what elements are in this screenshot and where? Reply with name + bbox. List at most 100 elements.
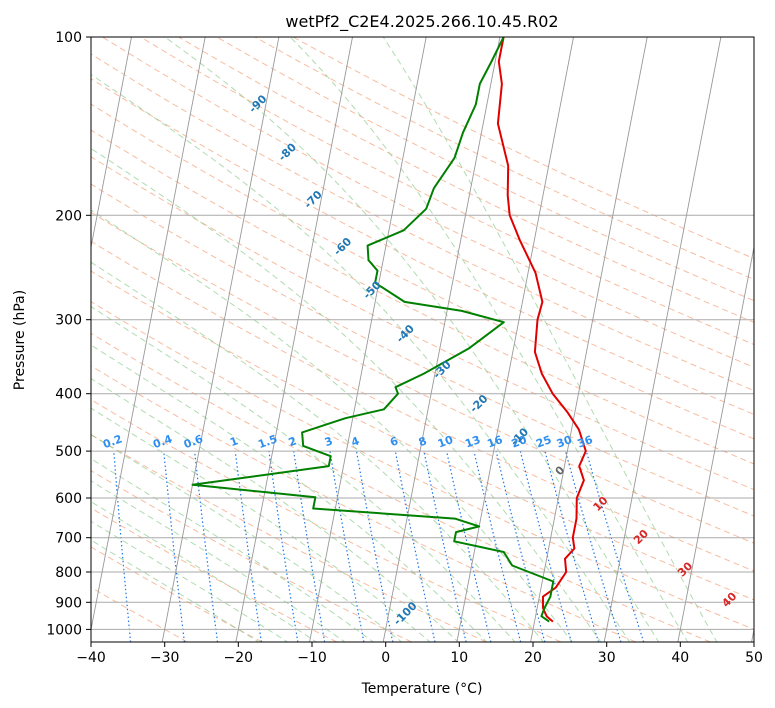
dry-adiabat-line (91, 129, 754, 465)
y-tick-label: 800 (55, 565, 82, 581)
mixing-ratio-label: 2 (287, 434, 299, 449)
x-tick-label: 30 (598, 650, 616, 666)
isotherm-label: 10 (591, 494, 611, 514)
mixing-ratio-line (268, 451, 299, 642)
mixing-ratio-line (234, 451, 262, 642)
mixing-ratio-line (293, 451, 326, 642)
mixing-ratio-line (473, 450, 522, 642)
moist-adiabat-line (91, 261, 545, 642)
moist-adiabat-line (91, 377, 460, 642)
isotherm-label: -50 (361, 278, 384, 301)
mixing-ratio-line (544, 450, 600, 642)
y-axis-ticks: 100 200 300 400 500 600 700 800 900 1000 (46, 30, 91, 638)
mixing-ratio-label: 25 (534, 433, 553, 450)
moist-adiabat-line (91, 344, 488, 642)
isotherm-line (603, 37, 722, 642)
isotherm-label: -90 (246, 92, 269, 115)
moist-adiabat-line (91, 501, 318, 642)
mixing-ratio-line (446, 450, 492, 642)
x-tick-label: 40 (671, 650, 689, 666)
isotherm-label: 20 (631, 527, 651, 547)
line-labels: 0.1 0.2 0.4 0.6 1 1.5 2 3 4 6 8 10 13 16 20 25 30 36-100-… (101, 92, 739, 628)
y-tick-label: 200 (55, 208, 82, 224)
x-axis-label: Temperature (°C) (361, 681, 483, 697)
dry-adiabat-line (102, 37, 754, 368)
moist-adiabats (91, 37, 718, 642)
y-tick-label: 900 (55, 595, 82, 611)
mixing-ratio-label: 4 (349, 434, 361, 449)
mixing-ratio-label: 1.5 (256, 432, 279, 451)
isotherm-line (751, 627, 754, 642)
dry-adiabat-line (91, 301, 754, 630)
mixing-ratio-label: 8 (417, 434, 429, 449)
x-tick-label: 10 (450, 650, 468, 666)
plot-frame (90, 36, 755, 643)
mixing-ratio-line (113, 451, 132, 642)
y-tick-label: 600 (55, 491, 82, 507)
mixing-ratio-line (163, 451, 185, 642)
x-tick-label: −10 (297, 650, 327, 666)
moist-adiabat-line (91, 306, 516, 642)
y-tick-label: 500 (55, 444, 82, 460)
moist-adiabat-line (91, 407, 431, 642)
dry-adiabat-line (91, 270, 754, 601)
temperature-profile-line (496, 37, 587, 623)
dry-adiabat-line (91, 103, 754, 440)
plot-area: 0.1 0.2 0.4 0.6 1 1.5 2 3 4 6 8 10 13 16 20 25 30 36-100-… (0, 37, 754, 642)
mixing-ratio-label: 13 (463, 433, 482, 450)
mixing-ratio-line (585, 450, 645, 642)
mixing-ratio-label: 3 (323, 434, 335, 449)
dry-adiabat-line (91, 211, 754, 544)
dry-adiabat-line (91, 470, 412, 642)
isotherm-line (456, 37, 574, 642)
isotherm-label: -80 (276, 140, 299, 163)
mixing-ratio-label: 16 (485, 433, 504, 451)
moist-adiabat-line (91, 209, 573, 642)
mixing-ratio-line (194, 451, 219, 642)
dry-adiabat-line (91, 183, 754, 517)
isotherm-label: 30 (675, 559, 695, 579)
moist-adiabat-line (91, 539, 260, 642)
x-axis-ticks: −40 −30 −20 −10 0 10 20 30 40 50 (76, 642, 763, 666)
moist-adiabat-line (91, 458, 375, 642)
mixing-ratio-label: 0.2 (101, 432, 124, 451)
isotherm-line (382, 37, 501, 642)
x-tick-label: −20 (224, 650, 254, 666)
isotherm-line (235, 37, 353, 642)
profile-series (191, 37, 587, 623)
isotherm-line (309, 37, 427, 642)
mixing-ratio-line (519, 450, 572, 642)
moist-adiabat-line (91, 520, 289, 642)
moist-adiabat-line (91, 147, 602, 642)
dry-adiabat-line (91, 546, 263, 642)
isotherm-line (161, 37, 280, 642)
isotherm-label: -60 (331, 235, 354, 258)
isotherm-label: -70 (302, 188, 325, 211)
isotherm-line (91, 37, 132, 250)
mixing-ratio-line (495, 450, 546, 642)
x-tick-label: −40 (76, 650, 106, 666)
dry-adiabats (91, 37, 754, 642)
moist-adiabat-line (91, 434, 403, 642)
mixing-ratio-label: 20 (510, 433, 529, 451)
y-tick-label: 100 (55, 30, 82, 46)
dry-adiabat-line (91, 365, 636, 642)
dry-adiabat-line (178, 37, 754, 323)
isotherm-line (91, 37, 206, 632)
mixing-ratio-label: 0.6 (182, 432, 205, 451)
dry-adiabat-line (91, 433, 487, 642)
y-tick-label: 400 (55, 387, 82, 403)
isobar-gridlines (91, 37, 754, 630)
dry-adiabat-line (91, 399, 562, 642)
x-tick-label: 0 (381, 650, 390, 666)
isotherm-label: -100 (391, 599, 420, 628)
isotherm-line (0, 37, 58, 642)
dry-adiabat-line (91, 240, 754, 572)
mixing-ratio-label: 0.4 (151, 432, 174, 451)
dry-adiabat-line (91, 156, 754, 491)
y-axis-label: Pressure (hPa) (12, 290, 28, 390)
x-tick-label: 50 (745, 650, 763, 666)
isotherm-label: 0 (553, 463, 568, 478)
dry-adiabat-line (140, 37, 754, 346)
